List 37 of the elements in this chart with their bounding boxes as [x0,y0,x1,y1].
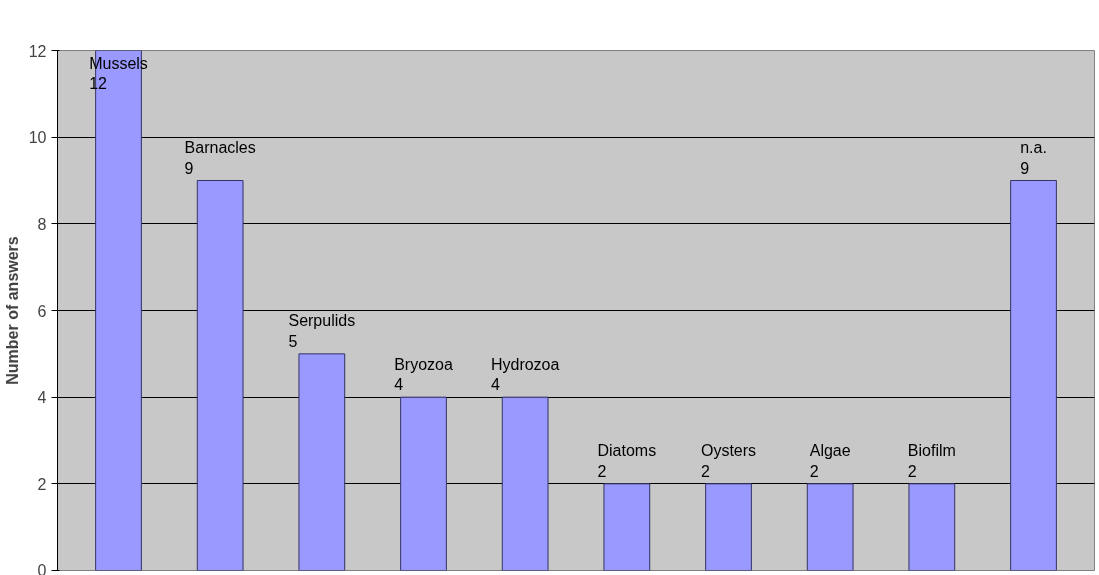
bar [1010,180,1057,571]
data-label: 2 [700,462,710,480]
bar [196,180,244,571]
bar [806,483,854,571]
data-label: 5 [288,332,298,350]
bar [705,483,752,571]
y-tick-label: 12 [28,42,47,60]
data-label: 2 [809,462,819,480]
bar [501,396,549,571]
y-tick-label: 4 [37,389,47,407]
data-label: 2 [907,462,917,480]
x-tick-label: Bryozoa [394,355,453,373]
x-tick-label: Oysters [700,442,757,460]
data-label: 9 [184,159,194,177]
bar [603,483,651,571]
x-tick-label: Diatoms [597,442,657,460]
x-tick-label: Algae [809,442,851,460]
y-tick-label: 10 [28,129,47,147]
y-tick-label: 2 [37,475,47,493]
y-tick-label: 8 [37,215,47,233]
x-tick-label: Hydrozoa [490,355,560,373]
x-tick-label: Barnacles [184,139,256,157]
x-tick-label: Biofilm [907,442,956,460]
data-label: 12 [89,74,108,92]
bar [298,353,346,571]
y-tick-label: 0 [37,561,47,575]
data-label: 9 [1020,159,1030,177]
data-label: 4 [394,376,404,394]
x-tick-label: n.a. [1020,139,1047,157]
x-tick-label: Serpulids [288,312,356,330]
x-tick-label: Mussels [89,54,148,72]
data-label: 2 [597,462,607,480]
y-tick-label: 6 [37,302,47,320]
data-label: 4 [490,376,500,394]
y-axis-title: Number of answers [3,236,21,385]
bar [908,483,956,571]
bar [400,396,447,571]
